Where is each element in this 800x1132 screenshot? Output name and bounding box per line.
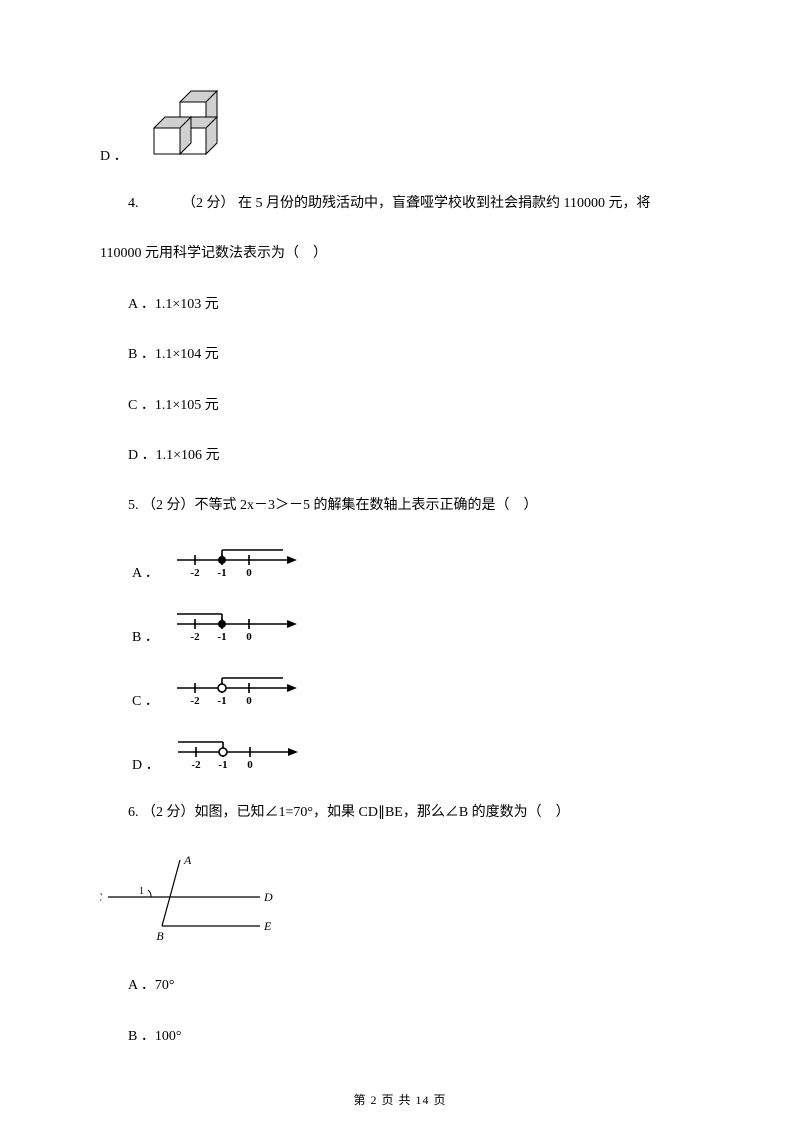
- svg-text:B: B: [156, 929, 164, 943]
- option: A ．70°: [100, 975, 700, 997]
- option: B ．1.1×104 元: [100, 344, 700, 366]
- q-number: 6.: [128, 805, 139, 820]
- q-points: （2 分）: [182, 196, 235, 211]
- svg-text:A: A: [183, 853, 192, 867]
- numberline-icon: -2 -1 0: [167, 546, 302, 588]
- option-value: 1.1×103 元: [155, 297, 219, 312]
- option-label: D ．: [100, 145, 128, 165]
- option-label: C ．: [128, 398, 155, 413]
- svg-text:-1: -1: [217, 631, 226, 643]
- option-value: 1.1×104 元: [155, 347, 219, 362]
- option: D ． -2 -1 0: [132, 738, 700, 780]
- q3-option-d: D ．: [100, 80, 700, 165]
- option-label: A ．: [128, 297, 155, 312]
- q-number: 4.: [128, 196, 139, 211]
- svg-text:-1: -1: [218, 759, 227, 771]
- option-value: 1.1×106 元: [156, 448, 220, 463]
- numberline-icon: -2 -1 0: [168, 738, 303, 780]
- svg-text:-1: -1: [217, 567, 226, 579]
- svg-text:-2: -2: [190, 631, 200, 643]
- q6-diagram: A C D B E 1: [100, 852, 700, 947]
- option: C ． -2 -1 0: [132, 674, 700, 716]
- q-text: （2 分）如图，已知∠1=70°，如果 CD∥BE，那么∠B 的度数为（ ）: [142, 805, 570, 820]
- option-label: A ．: [128, 978, 155, 993]
- svg-text:-1: -1: [217, 695, 226, 707]
- option: B ．100°: [100, 1026, 700, 1048]
- svg-text:0: 0: [246, 567, 252, 579]
- question-4: 4. （2 分） 在 5 月份的助残活动中，盲聋哑学校收到社会捐款约 11000…: [100, 193, 700, 215]
- option: D ．1.1×106 元: [100, 445, 700, 467]
- option-label: B ．: [132, 626, 159, 646]
- q4-line2: 110000 元用科学记数法表示为（ ）: [100, 243, 700, 265]
- page-footer: 第 2 页 共 14 页: [0, 1091, 800, 1108]
- svg-text:-2: -2: [190, 695, 200, 707]
- option: B ． -2 -1 0: [132, 610, 700, 652]
- svg-text:0: 0: [247, 759, 253, 771]
- option-label: C ．: [132, 690, 159, 710]
- svg-text:-2: -2: [191, 759, 201, 771]
- svg-text:C: C: [100, 890, 103, 904]
- option-label: B ．: [128, 1029, 155, 1044]
- svg-text:E: E: [263, 919, 272, 933]
- option-label: D ．: [128, 448, 156, 463]
- question-6: 6. （2 分）如图，已知∠1=70°，如果 CD∥BE，那么∠B 的度数为（ …: [100, 802, 700, 824]
- option-label: D ．: [132, 754, 160, 774]
- footer-text: 第 2 页 共 14 页: [353, 1093, 446, 1107]
- q-text-2: 110000 元用科学记数法表示为（ ）: [100, 246, 327, 261]
- numberline-icon: -2 -1 0: [167, 674, 302, 716]
- q-number: 5.: [128, 498, 139, 513]
- svg-text:0: 0: [246, 631, 252, 643]
- option-value: 70°: [155, 978, 175, 993]
- option-label: A ．: [132, 562, 159, 582]
- option-value: 100°: [155, 1029, 182, 1044]
- q-text: （2 分）不等式 2x－3＞－5 的解集在数轴上表示正确的是（ ）: [142, 498, 538, 513]
- option: A ． -2 -1 0: [132, 546, 700, 588]
- option-label: B ．: [128, 347, 155, 362]
- svg-text:1: 1: [139, 886, 144, 897]
- numberline-icon: -2 -1 0: [167, 610, 302, 652]
- svg-text:D: D: [263, 890, 273, 904]
- option: C ．1.1×105 元: [100, 395, 700, 417]
- svg-text:0: 0: [246, 695, 252, 707]
- q-text-1: 在 5 月份的助残活动中，盲聋哑学校收到社会捐款约 110000 元，将: [238, 196, 650, 211]
- question-5: 5. （2 分）不等式 2x－3＞－5 的解集在数轴上表示正确的是（ ）: [100, 495, 700, 517]
- option: A ．1.1×103 元: [100, 294, 700, 316]
- cubes-icon: [136, 80, 236, 165]
- svg-text:-2: -2: [190, 567, 200, 579]
- option-value: 1.1×105 元: [155, 398, 219, 413]
